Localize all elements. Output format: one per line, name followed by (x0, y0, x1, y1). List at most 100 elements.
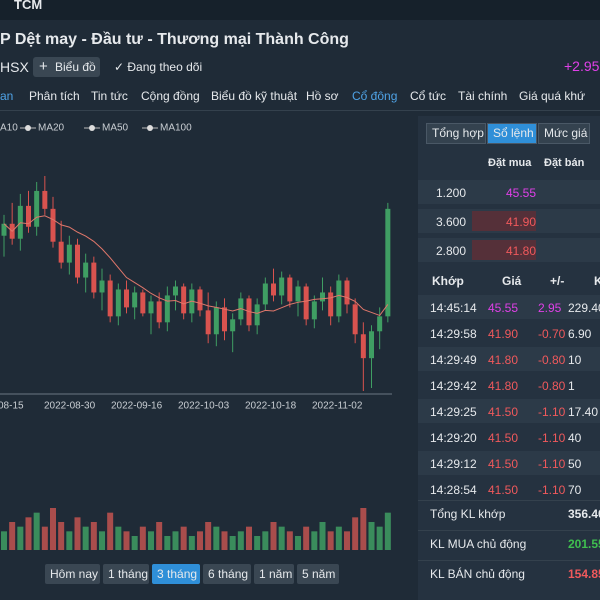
trade-header: Giá (502, 274, 522, 288)
summary-row (418, 500, 600, 527)
summary-value: 154.85 (568, 567, 600, 581)
follow-label: Đang theo dõi (127, 60, 203, 74)
volume-bar (99, 531, 105, 550)
candle-body (197, 289, 203, 311)
nav-tab[interactable]: Biểu đồ kỹ thuật (211, 89, 298, 103)
nav-tab[interactable]: Tài chính (458, 89, 508, 103)
candle-body (75, 244, 80, 278)
candle-body (66, 244, 72, 263)
candle-body (107, 280, 113, 317)
nav-tab[interactable]: Cổ tức (410, 89, 447, 103)
volume-bar (74, 517, 81, 550)
chart: A10 MA20 MA50 MA100 08-15 2022-08-30 2022-09-1… (0, 123, 392, 550)
book-header: Đặt mua (488, 157, 532, 169)
candle-body (254, 304, 260, 326)
summary-row (418, 560, 600, 587)
volume-bar (139, 526, 146, 550)
summary-value: 201.55 (568, 537, 600, 551)
candle-body (140, 292, 146, 314)
volume-bar (335, 526, 342, 550)
candle-body (287, 277, 293, 302)
volume-bar (384, 512, 391, 550)
panel-tab[interactable]: Mức giá (538, 123, 590, 144)
trade-cell: 40 (568, 431, 582, 445)
volume-bar (9, 522, 16, 550)
range-button[interactable]: 3 tháng (152, 564, 200, 584)
candle-body (132, 292, 138, 308)
nav-tab[interactable]: Cổ đông (352, 89, 398, 103)
candle-body (181, 286, 187, 314)
candle-body (148, 301, 154, 314)
volume-bar (107, 512, 114, 550)
panel-tab[interactable]: Sổ lệnh (487, 123, 537, 144)
candle-body (344, 280, 350, 305)
range-button[interactable]: 1 tháng (103, 564, 149, 584)
nav-tab[interactable]: Phân tích (29, 89, 80, 103)
trade-cell: 41.80 (488, 379, 519, 393)
volume-bar (262, 531, 269, 550)
nav-tab[interactable]: Giá quá khứ (519, 89, 586, 103)
trade-cell: 45.55 (488, 301, 519, 315)
candle-body (91, 262, 97, 293)
x-tick-label: 2022-09-16 (111, 401, 163, 412)
volume-bar (327, 531, 334, 550)
trade-cell: 6.90 (568, 327, 592, 341)
volume-bar (197, 531, 203, 550)
trade-cell: -0.70 (538, 327, 566, 341)
candle-body (369, 331, 374, 359)
legend-dot (25, 125, 31, 131)
volume-bar (286, 531, 293, 550)
volume-bar (131, 536, 138, 550)
candle-body (164, 295, 170, 323)
trade-cell: -1.10 (538, 405, 566, 419)
nav-tab[interactable]: Tin tức (91, 89, 128, 103)
volume-bar (180, 526, 187, 550)
book-bid: 41.80 (506, 244, 537, 258)
panel-tab[interactable]: Tổng hợp (426, 123, 486, 144)
nav-tab[interactable]: Cộng đồng (141, 89, 200, 103)
trade-row (418, 451, 600, 475)
candle-body (156, 301, 162, 323)
trade-row (418, 477, 600, 501)
candle-body (385, 208, 391, 317)
range-button[interactable]: Hôm nay (45, 564, 100, 584)
volume-bar (41, 526, 48, 550)
volume-bar (295, 536, 301, 550)
trade-cell: 70 (568, 483, 582, 497)
trade-cell: 14:29:49 (430, 353, 477, 367)
trade-header: Khớp (432, 274, 464, 288)
nav-tab[interactable]: Hồ sơ (306, 89, 339, 103)
chart-button[interactable]: + Biểu đồ (33, 57, 100, 77)
follow[interactable]: ✓ Đang theo dõi (114, 60, 203, 74)
range-label: 1 tháng (108, 567, 149, 581)
range-button[interactable]: 6 tháng (203, 564, 251, 584)
chart-button-label: Biểu đồ (55, 60, 96, 74)
book-bid: 45.55 (506, 186, 537, 200)
volume-bar (188, 536, 195, 550)
trade-header: K (594, 274, 600, 288)
candle-body (295, 286, 301, 302)
trade-row (418, 373, 600, 397)
nav-tab[interactable]: an (0, 89, 14, 103)
volume-bar (17, 526, 24, 550)
range-button[interactable]: 1 năm (254, 564, 294, 584)
volume-bar (246, 526, 252, 550)
trade-cell: 14:45:14 (430, 301, 477, 315)
trade-cell: 14:29:12 (430, 457, 477, 471)
summary-label: KL BÁN chủ động (430, 567, 525, 581)
volume-bar (123, 531, 130, 550)
range-button[interactable]: 5 năm (297, 564, 339, 584)
x-tick-label: 08-15 (0, 401, 24, 412)
candle-body (99, 280, 105, 293)
volume-bar (205, 522, 212, 550)
range-label: 1 năm (259, 567, 293, 581)
trade-row (418, 425, 600, 449)
change: +2.95 (564, 58, 600, 74)
candle-body (42, 190, 48, 209)
volume-bar (25, 517, 32, 550)
volume-bar (213, 526, 220, 550)
candle-body (50, 208, 56, 242)
panel-tab-label: Tổng hợp (432, 126, 484, 140)
book-bid-bg (472, 240, 536, 260)
